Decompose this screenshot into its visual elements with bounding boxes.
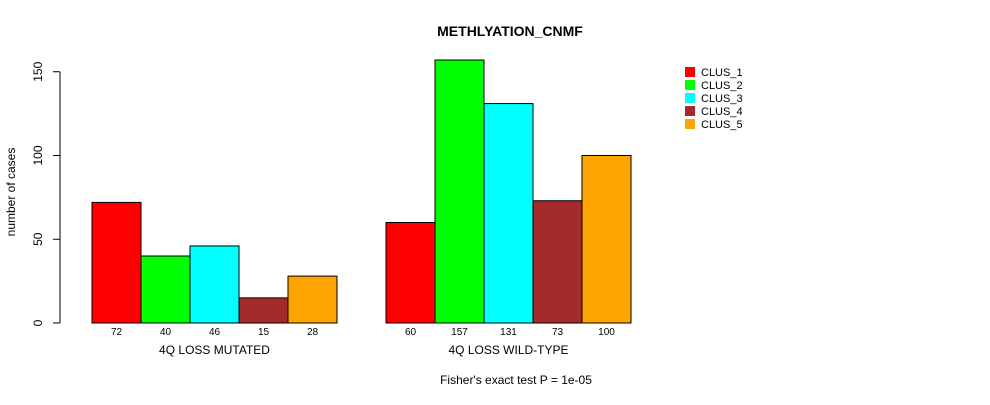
legend-swatch-clus-2 bbox=[685, 80, 695, 90]
legend-swatch-clus-5 bbox=[685, 119, 695, 129]
bar-count-label: 131 bbox=[500, 327, 517, 338]
bar-count-label: 72 bbox=[111, 327, 123, 338]
bar-clus-5-group-2 bbox=[581, 155, 632, 324]
group-label: 4Q LOSS MUTATED bbox=[159, 343, 270, 357]
y-axis-label: number of cases bbox=[4, 148, 18, 237]
group-label: 4Q LOSS WILD-TYPE bbox=[448, 343, 568, 357]
legend-swatch-clus-3 bbox=[685, 93, 695, 103]
bar-count-label: 157 bbox=[451, 327, 468, 338]
bar-clus-4-group-2 bbox=[532, 200, 583, 324]
legend-swatch-clus-1 bbox=[685, 67, 695, 77]
y-tick-label: 50 bbox=[31, 232, 45, 246]
bar-count-label: 60 bbox=[405, 327, 417, 338]
y-tick-label: 100 bbox=[31, 145, 45, 165]
bar-clus-2-group-2 bbox=[434, 59, 485, 324]
bar-count-label: 73 bbox=[552, 327, 564, 338]
bar-clus-5-group-1 bbox=[287, 275, 338, 324]
fisher-test-footnote: Fisher's exact test P = 1e-05 bbox=[440, 373, 592, 387]
legend-label: CLUS_4 bbox=[701, 106, 743, 118]
legend-label: CLUS_3 bbox=[701, 93, 743, 105]
group-labels: 4Q LOSS MUTATED 4Q LOSS WILD-TYPE bbox=[159, 343, 568, 357]
bar-clus-3-group-1 bbox=[189, 245, 240, 324]
bar-count-label: 46 bbox=[209, 327, 221, 338]
bar-clus-3-group-2 bbox=[483, 103, 534, 324]
bar-count-label: 15 bbox=[258, 327, 270, 338]
legend-swatch-clus-4 bbox=[685, 106, 695, 116]
count-labels: 72 40 46 15 28 60 157 131 73 100 bbox=[111, 327, 615, 338]
bar-count-label: 40 bbox=[160, 327, 172, 338]
chart-title: METHLYATION_CNMF bbox=[437, 23, 583, 39]
bar-count-label: 100 bbox=[598, 327, 615, 338]
bars bbox=[91, 59, 632, 324]
bar-clus-4-group-1 bbox=[238, 297, 289, 324]
bar-count-label: 28 bbox=[307, 327, 319, 338]
y-tick-label: 0 bbox=[31, 319, 45, 326]
bar-clus-1-group-1 bbox=[91, 201, 142, 324]
y-axis: 0 50 100 150 bbox=[31, 61, 61, 326]
bar-clus-1-group-2 bbox=[385, 222, 436, 324]
legend-label: CLUS_2 bbox=[701, 80, 743, 92]
legend-label: CLUS_1 bbox=[701, 67, 743, 79]
y-tick-label: 150 bbox=[31, 61, 45, 81]
legend-label: CLUS_5 bbox=[701, 119, 743, 131]
bar-clus-2-group-1 bbox=[140, 255, 191, 324]
